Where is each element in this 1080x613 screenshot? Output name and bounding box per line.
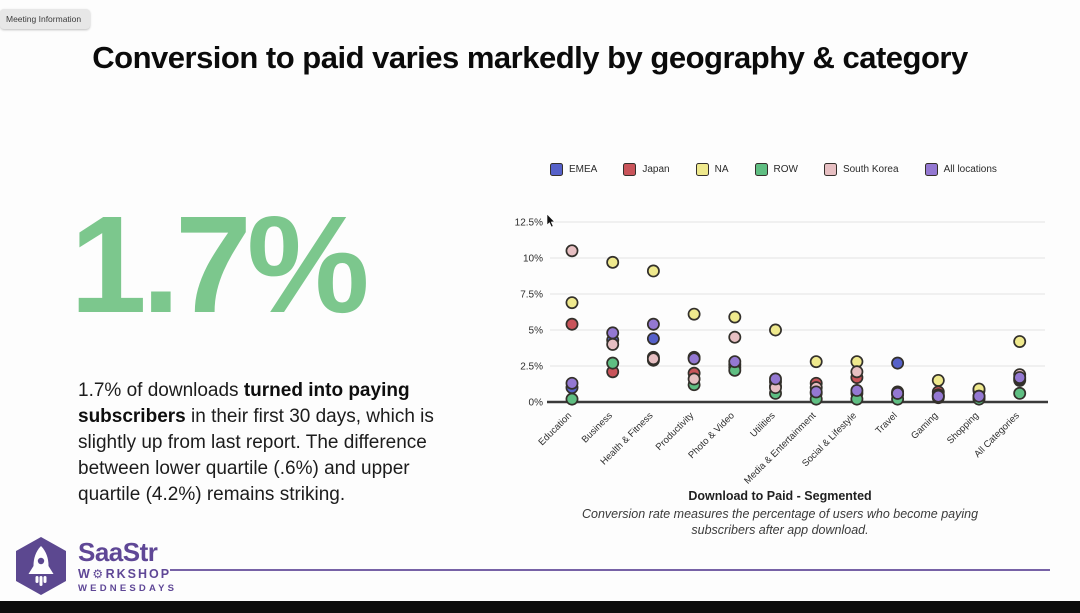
x-axis-category-label: Utilities <box>748 410 778 440</box>
data-point-na <box>687 307 701 321</box>
data-point-all-locations <box>565 376 579 390</box>
headline-stat: 1.7% <box>70 188 370 342</box>
data-point-japan <box>565 317 579 331</box>
stat-description-bold: turned into paying subscribers <box>78 380 410 428</box>
y-axis-tick-label: 5% <box>529 326 544 337</box>
legend-label: ROW <box>773 164 798 175</box>
chart-caption-title: Download to Paid - Segmented <box>688 489 872 503</box>
y-axis-tick-label: 10% <box>523 254 543 265</box>
saastr-brand-text: SaaStr <box>78 537 158 567</box>
legend-item-row[interactable]: ROW <box>754 163 798 176</box>
gear-icon: ⚙ <box>92 567 106 582</box>
y-axis-tick-label: 2.5% <box>520 362 543 373</box>
y-axis-tick-label: 0% <box>529 398 544 409</box>
x-axis-category-label: Media & Entertainment <box>742 410 818 486</box>
meeting-information-badge[interactable]: Meeting Information <box>0 9 91 29</box>
data-point-all-locations <box>646 317 660 331</box>
data-point-row <box>606 356 620 370</box>
page-title: Conversion to paid varies markedly by ge… <box>92 40 968 75</box>
legend-item-japan[interactable]: Japan <box>623 163 670 176</box>
data-point-south-korea <box>646 352 660 366</box>
wednesdays-text: WEDNESDAYS <box>78 582 178 594</box>
data-point-all-locations <box>891 386 905 400</box>
data-point-south-korea <box>728 330 742 344</box>
legend-item-emea[interactable]: EMEA <box>550 163 597 176</box>
legend-swatch-icon <box>623 163 637 176</box>
x-axis-category-label: Productivity <box>654 410 697 453</box>
x-axis-category-label: Travel <box>874 410 900 436</box>
data-point-all-locations <box>769 372 782 386</box>
scatter-chart-svg: 0%2.5%5%7.5%10%12.5%Education BusinessHea… <box>515 218 1048 486</box>
data-point-all-locations <box>1013 371 1027 384</box>
data-point-na <box>931 373 945 387</box>
data-point-all-locations <box>606 326 620 340</box>
data-point-all-locations <box>972 389 986 403</box>
x-axis-category-label: Education <box>536 410 574 448</box>
data-point-emea <box>891 356 905 370</box>
chart-caption: Download to Paid - Segmented Conversion … <box>515 489 1045 539</box>
legend-item-na[interactable]: NA <box>695 163 729 176</box>
mouse-cursor-icon <box>546 214 556 228</box>
data-point-na <box>646 264 660 278</box>
data-point-emea <box>646 332 660 346</box>
legend-swatch-icon <box>695 163 709 176</box>
data-point-na <box>1013 335 1027 348</box>
data-point-all-locations <box>687 352 701 366</box>
stat-description-post: in their first 30 days, which is slightl… <box>78 406 434 506</box>
data-point-south-korea <box>687 372 701 386</box>
x-axis-category-label: Gaming <box>909 410 940 441</box>
rocket-hexagon-icon <box>16 537 66 595</box>
data-point-row <box>1013 386 1027 400</box>
data-point-na <box>728 310 742 324</box>
scatter-chart: 0% 2.5% 5% 7.5% 10% 12.5% Education Business Hea… <box>510 195 1075 495</box>
legend-item-all-locations[interactable]: All locations <box>924 163 997 176</box>
saastr-logo-text: SaaStr W ⚙ RKSHOP WEDNESDAYS <box>78 539 177 593</box>
chart-legend: EMEA Japan NA ROW South Korea All locations <box>550 163 997 176</box>
legend-label: All locations <box>943 164 997 175</box>
legend-swatch-icon <box>550 163 563 176</box>
chart-caption-subtitle: Conversion rate measures the percentage … <box>581 507 979 538</box>
bottom-letterbox-bar <box>0 601 1080 613</box>
data-point-na <box>606 255 620 269</box>
data-point-all-locations <box>931 389 945 403</box>
legend-item-south-korea[interactable]: South Korea <box>823 163 899 176</box>
legend-label: NA <box>714 164 729 175</box>
saastr-logo: SaaStr W ⚙ RKSHOP WEDNESDAYS <box>14 536 177 596</box>
legend-swatch-icon <box>924 163 938 176</box>
y-axis-tick-label: 7.5% <box>520 290 543 301</box>
legend-label: Japan <box>642 164 670 175</box>
data-point-all-locations <box>728 355 742 369</box>
legend-swatch-icon <box>823 163 837 176</box>
stat-description-pre: 1.7% of downloads <box>78 380 244 401</box>
y-axis-tick-label: 12.5% <box>515 218 543 229</box>
data-point-na <box>809 355 823 369</box>
stat-description: 1.7% of downloads turned into paying sub… <box>78 378 476 508</box>
data-point-na <box>565 296 579 310</box>
footer-divider <box>170 569 1050 571</box>
legend-swatch-icon <box>754 163 768 176</box>
data-point-south-korea <box>565 244 579 258</box>
data-point-all-locations <box>809 385 823 399</box>
data-point-all-locations <box>850 384 864 397</box>
data-point-south-korea <box>606 337 620 351</box>
data-point-south-korea <box>850 365 864 379</box>
data-point-na <box>769 323 782 337</box>
workshop-text: W ⚙ RKSHOP <box>78 567 172 582</box>
legend-label: South Korea <box>842 164 899 175</box>
x-axis-category-label: Business <box>580 410 615 445</box>
x-axis-category-label: Shopping <box>945 410 981 446</box>
data-point-row <box>565 392 579 406</box>
legend-label: EMEA <box>569 164 598 175</box>
